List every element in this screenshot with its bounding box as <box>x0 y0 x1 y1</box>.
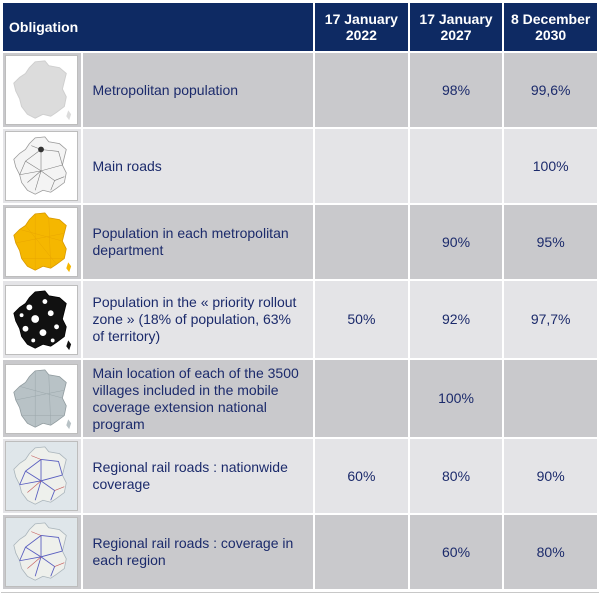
row-label: Main roads <box>82 129 314 203</box>
value-2022 <box>315 205 408 279</box>
map-cell <box>3 515 81 589</box>
value-2030: 100% <box>504 129 597 203</box>
value-2030: 80% <box>504 515 597 589</box>
footer-divider <box>1 592 599 593</box>
value-2030: 90% <box>504 439 597 513</box>
table-row: Metropolitan population 98% 99,6% <box>3 53 597 127</box>
value-2030: 97,7% <box>504 281 597 358</box>
value-2022 <box>315 53 408 127</box>
row-label: Main location of each of the 3500 villag… <box>82 360 314 437</box>
value-2027: 90% <box>409 205 503 279</box>
header-row: Obligation 17 January 2022 17 January 20… <box>3 3 597 51</box>
value-2027: 92% <box>409 281 503 358</box>
map-cell <box>3 281 81 358</box>
value-2022 <box>315 129 408 203</box>
table-row: Main location of each of the 3500 villag… <box>3 360 597 437</box>
table-row: Regional rail roads : coverage in each r… <box>3 515 597 589</box>
france-priority-zone-map-icon <box>5 284 78 355</box>
table-row: Population in the « priority rollout zon… <box>3 281 597 358</box>
value-2027: 100% <box>409 360 503 437</box>
value-2027: 98% <box>409 53 503 127</box>
header-col-2030: 8 December 2030 <box>504 3 597 51</box>
value-2030 <box>504 360 597 437</box>
row-label: Population in the « priority rollout zon… <box>82 281 314 358</box>
map-cell <box>3 439 81 513</box>
map-cell <box>3 360 81 437</box>
value-2027 <box>409 129 503 203</box>
france-roads-map-icon <box>5 131 78 201</box>
row-label: Regional rail roads : nationwide coverag… <box>82 439 314 513</box>
france-rail-map-icon <box>5 441 78 511</box>
table-row: Population in each metropolitan departme… <box>3 205 597 279</box>
header-col-2027: 17 January 2027 <box>409 3 503 51</box>
row-label: Metropolitan population <box>82 53 314 127</box>
row-label: Population in each metropolitan departme… <box>82 205 314 279</box>
map-cell <box>3 205 81 279</box>
header-obligation: Obligation <box>3 3 314 51</box>
value-2022: 60% <box>315 439 408 513</box>
value-2027: 80% <box>409 439 503 513</box>
header-col-2022: 17 January 2022 <box>315 3 408 51</box>
value-2022 <box>315 360 408 437</box>
value-2030: 95% <box>504 205 597 279</box>
table-row: Regional rail roads : nationwide coverag… <box>3 439 597 513</box>
value-2030: 99,6% <box>504 53 597 127</box>
row-label: Regional rail roads : coverage in each r… <box>82 515 314 589</box>
map-cell <box>3 129 81 203</box>
france-rail-regional-map-icon <box>5 517 78 587</box>
france-villages-map-icon <box>5 363 78 434</box>
value-2022 <box>315 515 408 589</box>
value-2027: 60% <box>409 515 503 589</box>
france-grey-map-icon <box>5 55 78 125</box>
table-row: Main roads 100% <box>3 129 597 203</box>
france-departments-map-icon <box>5 207 78 277</box>
map-cell <box>3 53 81 127</box>
value-2022: 50% <box>315 281 408 358</box>
